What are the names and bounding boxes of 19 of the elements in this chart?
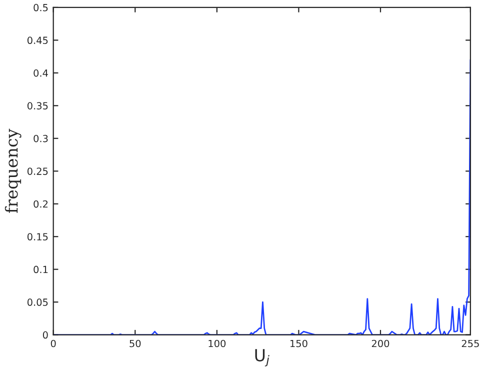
x-tick-label: 255: [462, 340, 479, 348]
y-tick-label: 0: [42, 331, 48, 339]
y-tick-label: 0.1: [34, 266, 48, 274]
y-axis-title: frequency: [4, 128, 22, 213]
x-tick-label: 0: [50, 340, 56, 348]
x-axis-title: U$_{j}$: [255, 349, 270, 366]
x-tick-label: 100: [208, 340, 226, 348]
y-tick-label: 0.05: [27, 298, 48, 306]
x-tick-label: 50: [130, 340, 141, 348]
y-tick-label: 0.15: [27, 233, 48, 240]
y-tick-label: 0.45: [27, 36, 48, 44]
y-tick-label: 0.35: [27, 102, 48, 110]
y-tick-label: 0.4: [34, 69, 48, 77]
y-tick-label: 0.25: [27, 168, 48, 175]
x-tick-label: 200: [372, 340, 390, 348]
y-tick-label: 0.2: [34, 200, 48, 208]
y-tick-label: 0.5: [34, 4, 48, 12]
x-tick-label: 150: [290, 340, 308, 348]
y-tick-label: 0.3: [34, 134, 48, 142]
